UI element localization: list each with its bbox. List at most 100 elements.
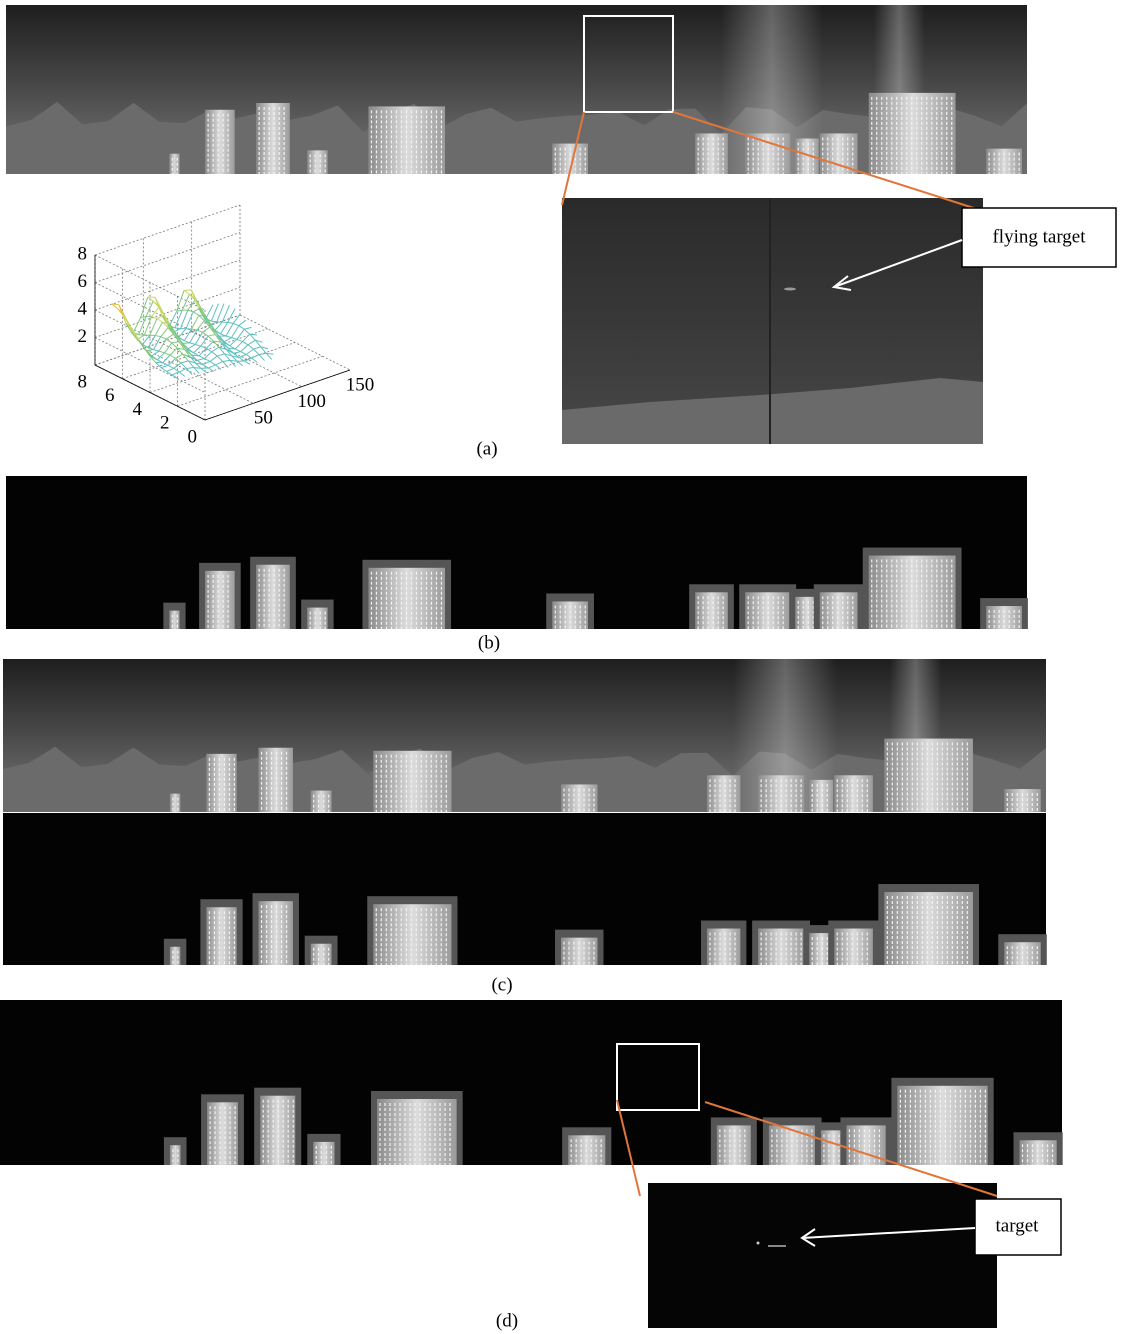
wireframe [190, 343, 196, 345]
wireframe [161, 328, 168, 337]
wireframe [234, 352, 241, 354]
wireframe [210, 356, 217, 361]
wireframe [233, 314, 240, 324]
building [373, 751, 451, 812]
wireframe [172, 375, 178, 378]
wireframe [252, 358, 258, 362]
x-tick-label: 150 [346, 374, 375, 395]
wireframe [246, 349, 253, 354]
wireframe [232, 326, 239, 338]
wireframe [228, 322, 234, 323]
wireframe [170, 348, 177, 355]
panel-label: (b) [478, 632, 500, 653]
wireframe [188, 310, 194, 312]
wireframe [239, 326, 245, 330]
wireframe [208, 335, 215, 337]
wireframe [235, 349, 241, 352]
grid-line [95, 233, 240, 283]
wireframe [243, 334, 250, 341]
wireframe [217, 356, 223, 361]
wireframe [146, 350, 153, 351]
wireframe [150, 318, 157, 335]
wireframe [241, 352, 247, 355]
wireframe [167, 368, 174, 371]
panel-label: (c) [491, 974, 512, 995]
wireframe [166, 339, 172, 343]
building [207, 1102, 238, 1165]
wireframe [188, 344, 195, 348]
building [206, 754, 236, 812]
wireframe [228, 308, 235, 322]
figure: flying target 86428642050100150 (a) (b) … [0, 0, 1124, 1334]
wireframe [201, 346, 207, 348]
wireframe [201, 336, 208, 346]
wireframe [259, 353, 266, 354]
wireframe [139, 340, 145, 349]
wireframe [163, 363, 169, 366]
wireframe [184, 290, 190, 294]
wireframe [170, 355, 176, 358]
building [256, 103, 290, 174]
wireframe [181, 361, 188, 363]
wireframe [254, 347, 261, 349]
wireframe [223, 360, 230, 361]
wireframe [199, 356, 205, 359]
wireframe [168, 358, 175, 365]
wireframe [184, 329, 191, 341]
wireframe [155, 336, 161, 337]
wireframe [174, 368, 180, 372]
wireframe [170, 311, 177, 325]
wireframe [152, 307, 159, 316]
wireframe [179, 372, 185, 377]
wireframe [155, 322, 162, 335]
wireframe [233, 323, 239, 325]
wireframe [224, 338, 231, 342]
building [373, 904, 451, 965]
wireframe [187, 367, 194, 368]
wireframe [172, 372, 179, 375]
wireframe [183, 343, 190, 344]
wireframe [201, 368, 207, 372]
axis-line [205, 370, 350, 420]
wireframe [237, 361, 243, 365]
wireframe [239, 320, 246, 326]
y-tick-label: 0 [188, 426, 198, 447]
callout-text: flying target [992, 226, 1086, 247]
wireframe [208, 365, 215, 368]
wireframe [184, 290, 191, 291]
wireframe [161, 367, 167, 371]
building [169, 611, 179, 629]
building [256, 565, 290, 629]
building [170, 947, 180, 965]
wireframe [197, 330, 203, 332]
grid-line [95, 260, 240, 310]
wireframe [172, 342, 179, 343]
wireframe [203, 364, 209, 368]
wireframe [235, 342, 242, 349]
building [170, 1145, 181, 1165]
wireframe [165, 353, 171, 355]
wireframe [216, 361, 223, 364]
wireframe [254, 349, 260, 354]
x-tick-label: 50 [254, 408, 273, 429]
wireframe [172, 343, 178, 348]
wireframe [161, 365, 168, 367]
target-spot [768, 1245, 786, 1247]
wireframe [192, 315, 199, 329]
wireframe [197, 321, 204, 330]
zoom-image [648, 1183, 997, 1328]
wireframe [187, 368, 193, 374]
wireframe [232, 338, 238, 340]
building [717, 1125, 751, 1165]
wireframe [163, 355, 170, 363]
wireframe [157, 318, 163, 322]
wireframe [159, 339, 166, 351]
wireframe [246, 355, 252, 359]
wireframe [181, 363, 187, 368]
building [820, 592, 858, 629]
z-tick-label: 8 [78, 243, 88, 264]
building [259, 748, 293, 812]
wireframe [208, 336, 214, 341]
wireframe [206, 305, 213, 319]
wireframe [212, 347, 219, 351]
